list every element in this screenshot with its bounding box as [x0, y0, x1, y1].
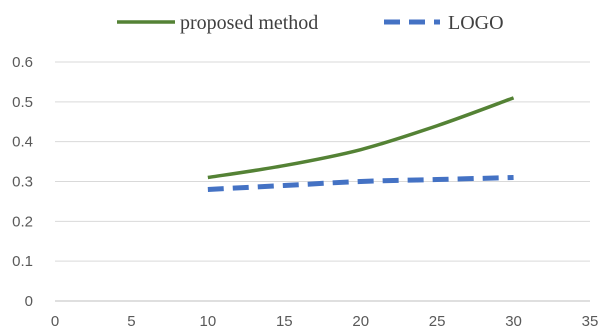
y-tick-label: 0.2 — [12, 213, 33, 230]
y-axis-tick-labels: 0 0.1 0.2 0.3 0.4 0.5 0.6 — [12, 54, 33, 310]
legend: proposed method LOGO — [117, 12, 504, 34]
y-tick-label: 0 — [25, 293, 33, 310]
x-tick-label: 20 — [352, 313, 369, 330]
x-tick-label: 10 — [200, 313, 217, 330]
series-line-logo — [207, 175, 514, 192]
x-axis-tick-labels: 0 5 10 15 20 25 30 35 — [51, 313, 599, 330]
legend-label: LOGO — [448, 12, 504, 34]
x-tick-label: 15 — [276, 313, 293, 330]
series-line-proposed-method — [207, 96, 515, 180]
y-tick-label: 0.6 — [12, 54, 33, 71]
y-tick-label: 0.5 — [12, 94, 33, 111]
y-tick-label: 0.3 — [12, 174, 33, 191]
y-tick-label: 0.4 — [12, 134, 33, 151]
y-tick-label: 0.1 — [12, 253, 33, 270]
x-tick-label: 30 — [505, 313, 522, 330]
x-tick-label: 5 — [127, 313, 135, 330]
x-tick-label: 0 — [51, 313, 59, 330]
x-tick-label: 35 — [582, 313, 599, 330]
legend-label: proposed method — [180, 12, 318, 34]
series-lines — [207, 96, 515, 192]
x-tick-label: 25 — [429, 313, 446, 330]
